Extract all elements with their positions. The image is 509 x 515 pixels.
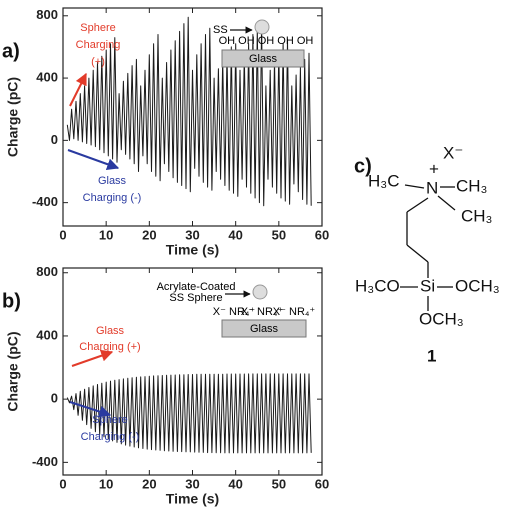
- annotation: OH OH OH OH OH: [219, 35, 314, 47]
- atom-label: +: [429, 159, 439, 178]
- x-tick-label: 40: [228, 476, 242, 491]
- data-line: [66, 373, 312, 454]
- y-tick-label: 800: [36, 264, 58, 279]
- annotation: SS Sphere: [169, 292, 222, 304]
- atom-label: CH₃: [456, 176, 487, 195]
- annotation: Sphere: [92, 414, 127, 426]
- x-tick-label: 0: [59, 476, 66, 491]
- panel-b-annotations: Acrylate-Coated SS Sphere X⁻ NR₄⁺ X⁻ NR₄…: [69, 281, 316, 443]
- atom-label: N: [426, 178, 438, 197]
- annotation: (+): [91, 56, 105, 68]
- bonds: [400, 184, 456, 311]
- atom-label: OCH₃: [419, 309, 464, 328]
- atom-label: OCH₃: [455, 276, 500, 295]
- annotation: Glass: [98, 175, 127, 187]
- glass: [221, 49, 305, 68]
- sphere: [252, 284, 268, 300]
- data-line: [66, 16, 312, 207]
- glass: [221, 319, 307, 338]
- panel-a-annotations: Sphere Charging (+) Glass Charging (-) S…: [67, 19, 314, 204]
- y-tick-label: 400: [36, 327, 58, 342]
- annotation: Charging (-): [81, 431, 140, 443]
- annotation: Charging (+): [79, 341, 140, 353]
- panel-label: c): [354, 155, 372, 177]
- x-tick-label: 30: [185, 227, 199, 242]
- atom-label: Si: [420, 276, 435, 295]
- arrow: [71, 349, 114, 367]
- x-tick-label: 20: [142, 227, 156, 242]
- plot-frame: [62, 7, 323, 227]
- annotation: X⁻ NR₄⁺: [241, 306, 284, 318]
- x-axis-label: Time (s): [166, 491, 219, 507]
- y-axis-label: Charge (pC): [5, 77, 21, 157]
- x-tick-label: 30: [185, 476, 199, 491]
- x-tick-label: 50: [272, 476, 286, 491]
- y-tick-label: 800: [36, 7, 58, 22]
- annotation: X⁻ NR₄⁺: [273, 306, 316, 318]
- annotation: Acrylate-Coated: [157, 281, 236, 293]
- structure: c) X⁻ H₃C + N CH₃ CH₃ Si H₃CO OCH₃ OCH₃ …: [354, 143, 500, 365]
- x-tick-label: 60: [315, 476, 329, 491]
- panel-label: b): [2, 290, 21, 312]
- annotation: Glass: [250, 323, 279, 335]
- sphere: [254, 19, 270, 35]
- plot-frame: [62, 267, 323, 476]
- atom-label: CH₃: [461, 206, 492, 225]
- panel-label: a): [2, 40, 20, 62]
- x-tick-label: 40: [228, 227, 242, 242]
- y-tick-label: 400: [36, 70, 58, 85]
- x-tick-label: 50: [272, 227, 286, 242]
- y-tick-label: 0: [51, 132, 58, 147]
- atom-label: H₃C: [368, 171, 399, 190]
- annotation: Charging (-): [83, 192, 142, 204]
- atom-label: X⁻: [443, 143, 463, 162]
- y-tick-label: -400: [32, 194, 58, 209]
- annotation: Sphere: [80, 22, 115, 34]
- x-tick-label: 10: [99, 476, 113, 491]
- arrow: [69, 72, 87, 107]
- x-axis-label: Time (s): [166, 242, 219, 258]
- compound-number: 1: [427, 346, 436, 365]
- annotation: Glass: [249, 53, 278, 65]
- arrow: [67, 149, 120, 170]
- arrow: [69, 401, 112, 418]
- y-axis-label: Charge (pC): [5, 331, 21, 411]
- x-tick-label: 0: [59, 227, 66, 242]
- atom-label: H₃CO: [355, 276, 400, 295]
- y-tick-label: 0: [51, 391, 58, 406]
- annotation: Glass: [96, 325, 125, 337]
- x-tick-label: 10: [99, 227, 113, 242]
- chart-panel: -400 0 400 800 0 10 20 30 40 50 60 Time (s) Charge (…: [2, 7, 329, 257]
- annotation: SS: [213, 24, 228, 36]
- annotation: Charging: [76, 39, 121, 51]
- x-tick-label: 20: [142, 476, 156, 491]
- x-tick-label: 60: [315, 227, 329, 242]
- y-tick-label: -400: [32, 454, 58, 469]
- annotation: X⁻ NR₄⁺: [213, 306, 256, 318]
